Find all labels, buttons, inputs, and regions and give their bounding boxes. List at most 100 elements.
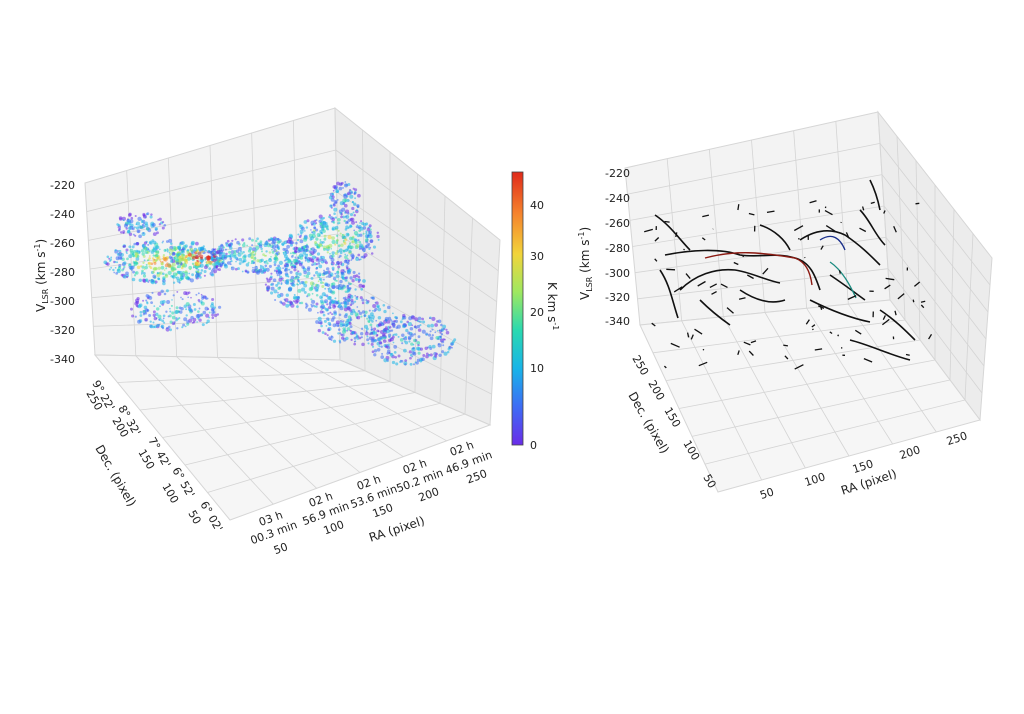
emission-point bbox=[332, 220, 335, 223]
emission-point bbox=[333, 310, 337, 314]
emission-point bbox=[296, 305, 299, 308]
emission-point bbox=[117, 224, 121, 227]
emission-point bbox=[335, 241, 339, 245]
emission-point bbox=[330, 335, 333, 338]
emission-point bbox=[136, 265, 141, 270]
emission-point bbox=[369, 323, 373, 327]
emission-point bbox=[200, 250, 204, 253]
emission-point bbox=[328, 246, 330, 249]
emission-point bbox=[242, 243, 246, 248]
emission-point bbox=[252, 261, 256, 264]
emission-point bbox=[177, 270, 181, 275]
filament-segment bbox=[799, 230, 881, 266]
right-y-axis-label: Dec. (pixel) bbox=[625, 390, 671, 456]
emission-point bbox=[195, 241, 199, 246]
emission-point bbox=[368, 230, 372, 235]
emission-point bbox=[131, 314, 135, 318]
emission-point bbox=[246, 244, 249, 247]
emission-point bbox=[346, 306, 351, 310]
emission-point bbox=[368, 336, 373, 341]
emission-point bbox=[156, 271, 159, 274]
emission-point bbox=[178, 306, 182, 310]
emission-point bbox=[346, 322, 350, 326]
emission-point bbox=[324, 332, 327, 335]
emission-point bbox=[146, 212, 150, 216]
emission-point bbox=[184, 260, 189, 264]
emission-point bbox=[435, 352, 438, 356]
emission-point bbox=[202, 310, 207, 315]
emission-point bbox=[315, 228, 319, 232]
emission-point bbox=[145, 299, 148, 302]
emission-point bbox=[153, 261, 157, 265]
emission-point bbox=[329, 301, 332, 304]
emission-point bbox=[343, 314, 348, 319]
emission-point bbox=[274, 254, 277, 257]
emission-point bbox=[306, 295, 309, 298]
emission-point bbox=[229, 255, 232, 258]
emission-point bbox=[135, 272, 137, 274]
emission-point bbox=[304, 259, 307, 262]
emission-point bbox=[208, 267, 212, 270]
emission-point bbox=[437, 329, 439, 332]
emission-point bbox=[178, 243, 182, 246]
emission-point bbox=[337, 267, 340, 270]
emission-point bbox=[324, 283, 328, 287]
emission-point bbox=[328, 215, 331, 219]
emission-point bbox=[289, 270, 293, 274]
filament-fragment bbox=[720, 283, 728, 288]
emission-point bbox=[303, 270, 308, 275]
emission-point bbox=[169, 328, 173, 332]
emission-point bbox=[130, 307, 133, 311]
emission-point bbox=[301, 265, 305, 269]
emission-point bbox=[358, 283, 363, 288]
emission-point bbox=[148, 279, 151, 282]
emission-point bbox=[397, 354, 401, 358]
emission-point bbox=[229, 257, 233, 260]
emission-point bbox=[370, 342, 374, 346]
emission-point bbox=[293, 266, 297, 269]
emission-point bbox=[377, 315, 382, 320]
emission-point bbox=[174, 321, 176, 323]
filament-segment bbox=[654, 214, 691, 251]
emission-point bbox=[317, 311, 319, 314]
emission-point bbox=[150, 213, 153, 216]
emission-point bbox=[345, 336, 349, 341]
emission-point bbox=[181, 326, 184, 329]
emission-point bbox=[120, 273, 124, 277]
emission-point bbox=[310, 220, 315, 225]
emission-point bbox=[269, 275, 273, 279]
emission-point bbox=[114, 266, 117, 269]
emission-point bbox=[394, 333, 398, 336]
emission-point bbox=[116, 252, 121, 256]
emission-point bbox=[250, 255, 255, 260]
emission-point bbox=[285, 278, 290, 283]
emission-point bbox=[434, 331, 437, 334]
emission-point bbox=[197, 310, 200, 313]
emission-point bbox=[334, 272, 337, 275]
emission-point bbox=[277, 281, 280, 285]
emission-point bbox=[395, 326, 399, 329]
emission-point bbox=[199, 247, 202, 250]
emission-point bbox=[303, 220, 308, 224]
emission-point bbox=[339, 279, 343, 284]
emission-point bbox=[283, 298, 286, 301]
emission-point bbox=[159, 271, 163, 275]
emission-point bbox=[310, 286, 314, 291]
emission-point bbox=[353, 342, 357, 346]
filament-fragment bbox=[882, 315, 886, 320]
emission-point bbox=[368, 234, 373, 239]
emission-point bbox=[453, 338, 457, 342]
filament-fragment bbox=[701, 237, 706, 241]
filament-fragment bbox=[794, 364, 804, 370]
emission-point bbox=[122, 219, 125, 221]
emission-point bbox=[140, 225, 144, 229]
emission-point bbox=[140, 273, 143, 275]
emission-point bbox=[163, 223, 167, 227]
filament-fragment bbox=[784, 355, 789, 360]
emission-point bbox=[241, 238, 245, 242]
filament-segment bbox=[659, 269, 679, 319]
emission-point bbox=[286, 244, 290, 249]
emission-point bbox=[397, 335, 400, 338]
emission-point bbox=[355, 256, 358, 259]
